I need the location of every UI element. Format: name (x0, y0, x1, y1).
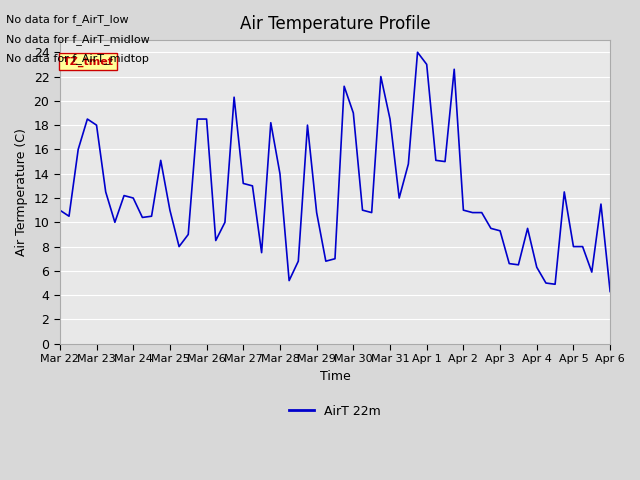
Legend: AirT 22m: AirT 22m (284, 399, 386, 422)
Y-axis label: Air Termperature (C): Air Termperature (C) (15, 128, 28, 256)
X-axis label: Time: Time (319, 370, 350, 383)
Title: Air Temperature Profile: Air Temperature Profile (239, 15, 430, 33)
Text: No data for f_AirT_low: No data for f_AirT_low (6, 14, 129, 25)
Text: No data for f_AirT_midtop: No data for f_AirT_midtop (6, 53, 149, 64)
Text: No data for f_AirT_midlow: No data for f_AirT_midlow (6, 34, 150, 45)
Text: TZ_tmet: TZ_tmet (63, 57, 113, 67)
